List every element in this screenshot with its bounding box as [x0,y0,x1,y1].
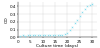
Point [39,35,41,36]
Point [37,35,39,36]
Point [86,6,88,7]
Point [22,35,24,36]
Point [47,35,48,36]
Point [72,27,73,28]
X-axis label: Culture time (days): Culture time (days) [36,44,79,48]
Point [67,32,68,33]
Point [84,9,86,10]
Point [69,30,71,31]
Point [27,35,29,36]
Point [62,34,63,35]
Point [89,4,90,5]
Point [30,35,31,36]
Point [74,23,76,24]
Point [42,35,44,36]
Point [81,11,83,12]
Point [34,35,36,36]
Point [79,15,80,16]
Point [64,34,66,35]
Y-axis label: OD: OD [5,17,9,23]
Point [76,19,78,20]
